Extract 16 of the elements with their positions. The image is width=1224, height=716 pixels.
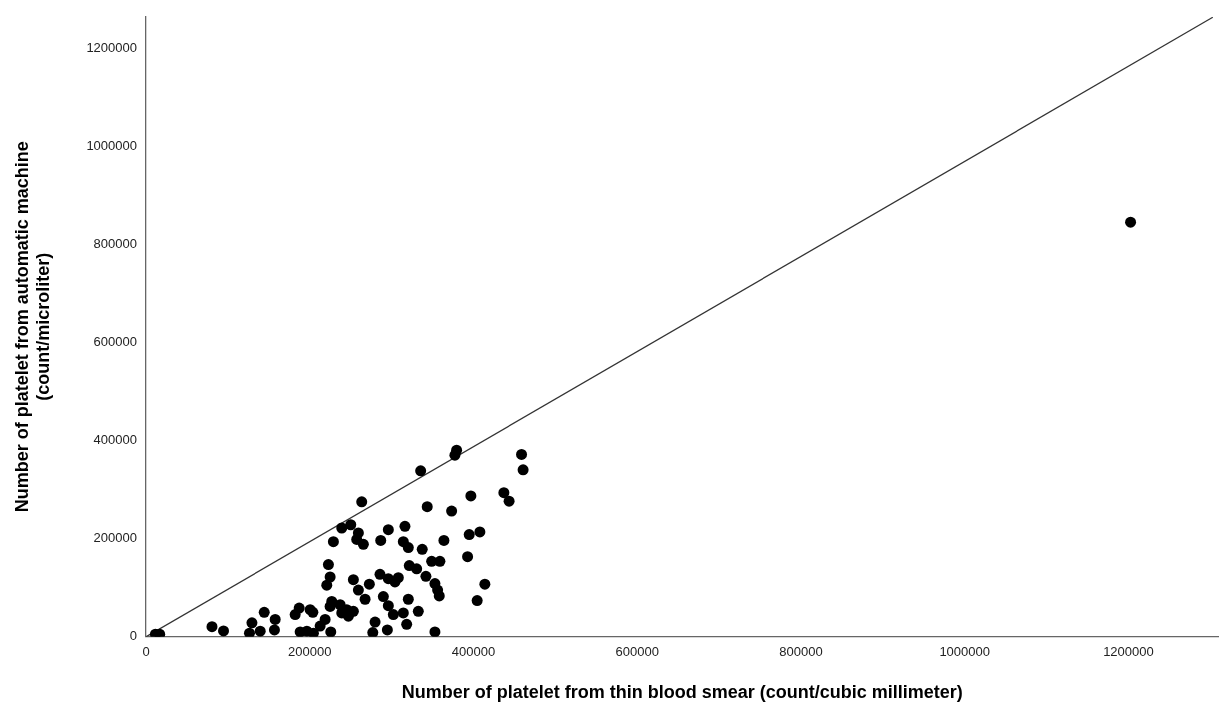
x-tick-label: 1000000 xyxy=(939,644,991,660)
y-tick-label: 1000000 xyxy=(86,138,137,154)
x-tick-label: 200000 xyxy=(288,644,332,660)
y-tick-label: 1200000 xyxy=(86,40,137,56)
y-axis-title: Number of platelet from automatic machine (count/microliter) xyxy=(11,141,54,513)
y-tick-label: 800000 xyxy=(93,236,137,252)
y-tick-label: 0 xyxy=(129,628,137,644)
x-axis-title: Number of platelet from thin blood smear (count/cubic millimeter) xyxy=(401,682,963,703)
x-tick-label: 400000 xyxy=(451,644,496,660)
x-tick-label: 1200000 xyxy=(1103,644,1154,660)
y-tick-label: 200000 xyxy=(93,530,137,546)
x-tick-label: 0 xyxy=(142,644,150,660)
y-tick-label: 400000 xyxy=(93,432,137,448)
x-tick-label: 800000 xyxy=(779,644,823,660)
y-tick-label: 600000 xyxy=(93,334,137,350)
x-tick-label: 600000 xyxy=(615,644,659,660)
